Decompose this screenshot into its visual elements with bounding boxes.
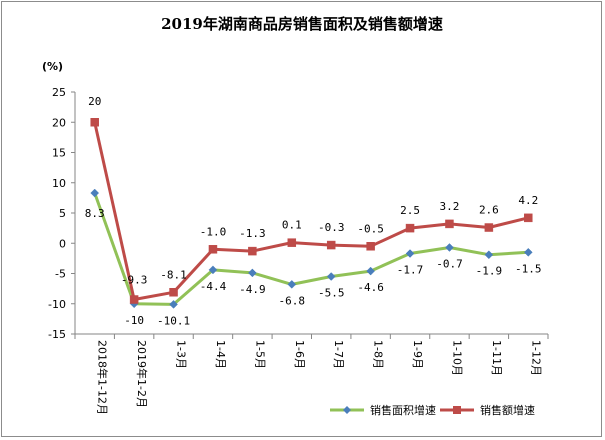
data-label-area-growth: -4.4 xyxy=(200,280,227,293)
data-point-square xyxy=(287,238,297,247)
x-tick-label: 1-4月 xyxy=(214,340,227,369)
data-label-area-growth: -0.7 xyxy=(436,257,463,270)
data-label-area-growth: -6.8 xyxy=(279,294,306,307)
data-label-area-growth: -4.9 xyxy=(239,283,266,296)
data-label-sales-growth: -8.1 xyxy=(160,268,187,281)
data-label-sales-growth: -0.3 xyxy=(318,221,345,234)
x-tick-label: 2018年1-12月 xyxy=(96,340,110,415)
x-tick-label: 1-8月 xyxy=(372,340,385,369)
y-tick-label: 0 xyxy=(59,237,66,250)
data-point-square xyxy=(405,223,415,233)
data-label-sales-growth: 2.5 xyxy=(400,204,420,217)
legend-label: 销售额增速 xyxy=(480,403,535,417)
legend-label: 销售面积增速 xyxy=(370,403,436,417)
data-point-square xyxy=(445,219,454,229)
data-point-square xyxy=(208,245,218,254)
x-tick-label: 1-6月 xyxy=(293,340,306,369)
y-tick-label: 25 xyxy=(52,86,66,99)
y-tick-label: -10 xyxy=(48,298,66,311)
y-tick-label: 5 xyxy=(59,207,66,220)
x-tick-label: 1-10月 xyxy=(450,340,463,376)
data-point-diamond xyxy=(445,243,454,252)
y-axis-unit: (%) xyxy=(42,60,63,73)
data-point-square xyxy=(524,213,533,223)
data-point-diamond xyxy=(248,268,257,278)
x-tick-label: 1-7月 xyxy=(332,340,345,369)
series-line-1 xyxy=(93,192,529,306)
data-point-square xyxy=(129,295,139,304)
legend: 销售面积增速 销售额增速 xyxy=(330,403,535,417)
data-label-sales-growth: 2.6 xyxy=(479,204,499,217)
data-label-sales-growth: -1.3 xyxy=(239,227,266,240)
data-label-sales-growth: -1.0 xyxy=(200,225,227,238)
data-label-area-growth: -4.6 xyxy=(357,281,384,294)
data-label-sales-growth: -0.5 xyxy=(357,222,384,235)
series-layer xyxy=(90,118,533,309)
data-label-sales-growth: 3.2 xyxy=(440,200,460,213)
data-label-area-growth: -1.5 xyxy=(515,262,542,275)
data-point-diamond xyxy=(90,188,100,198)
y-tick-label: 20 xyxy=(52,116,66,129)
data-point-square xyxy=(326,240,336,250)
data-label-area-growth: -10.1 xyxy=(157,314,190,327)
y-tick-label: 15 xyxy=(52,147,66,160)
x-tick-label: 1-12月 xyxy=(529,340,542,376)
data-point-square xyxy=(169,288,178,297)
x-tick-label: 2019年1-2月 xyxy=(135,340,149,408)
x-tick-label: 1-3月 xyxy=(175,340,188,369)
data-point-square xyxy=(484,223,494,232)
data-point-diamond xyxy=(405,249,415,258)
data-point-diamond xyxy=(208,265,218,275)
data-point-diamond xyxy=(169,300,178,309)
y-tick-label: -5 xyxy=(55,268,66,281)
x-tick-label: 1-11月 xyxy=(490,340,503,376)
data-labels: 8.3-10 -10.1-4.4 -4.9-6.8-5.5 -4.6-1.7 -0.7-… xyxy=(85,95,542,327)
data-point-square xyxy=(90,118,99,127)
chart-title: 2019年湖南商品房销售面积及销售额增速 xyxy=(161,15,443,33)
series-line-2 xyxy=(93,121,529,301)
y-axis-ticks: -15 -10 -5 0 5 10 15 20 25 xyxy=(48,86,75,341)
data-point-diamond xyxy=(326,272,336,281)
data-point-square xyxy=(248,246,257,256)
data-point-diamond xyxy=(484,250,494,260)
data-label-sales-growth: -9.3 xyxy=(121,274,148,287)
legend-marker-square xyxy=(453,406,461,414)
y-tick-label: 10 xyxy=(52,177,66,190)
data-point-diamond xyxy=(366,266,375,276)
data-label-area-growth: -10 xyxy=(124,314,144,327)
data-point-diamond xyxy=(287,280,297,289)
y-tick-label: -15 xyxy=(48,328,66,341)
legend-marker-diamond xyxy=(343,406,351,414)
data-label-area-growth: 8.3 xyxy=(85,207,105,220)
x-axis-ticks: 2018年1-12月 2019年1-2月 1-3月 1-4月 1-5月 1-6月 1-7月 1… xyxy=(74,334,549,415)
x-tick-label: 1-5月 xyxy=(253,340,266,369)
data-label-sales-growth: 4.2 xyxy=(518,194,538,207)
data-label-sales-growth: 20 xyxy=(88,95,101,108)
data-label-sales-growth: 0.1 xyxy=(282,219,302,232)
data-label-area-growth: -1.9 xyxy=(476,265,503,278)
data-label-area-growth: -5.5 xyxy=(318,287,345,300)
x-tick-label: 1-9月 xyxy=(411,340,424,369)
data-point-diamond xyxy=(523,247,533,257)
data-label-area-growth: -1.7 xyxy=(397,264,424,277)
data-point-square xyxy=(366,242,375,251)
